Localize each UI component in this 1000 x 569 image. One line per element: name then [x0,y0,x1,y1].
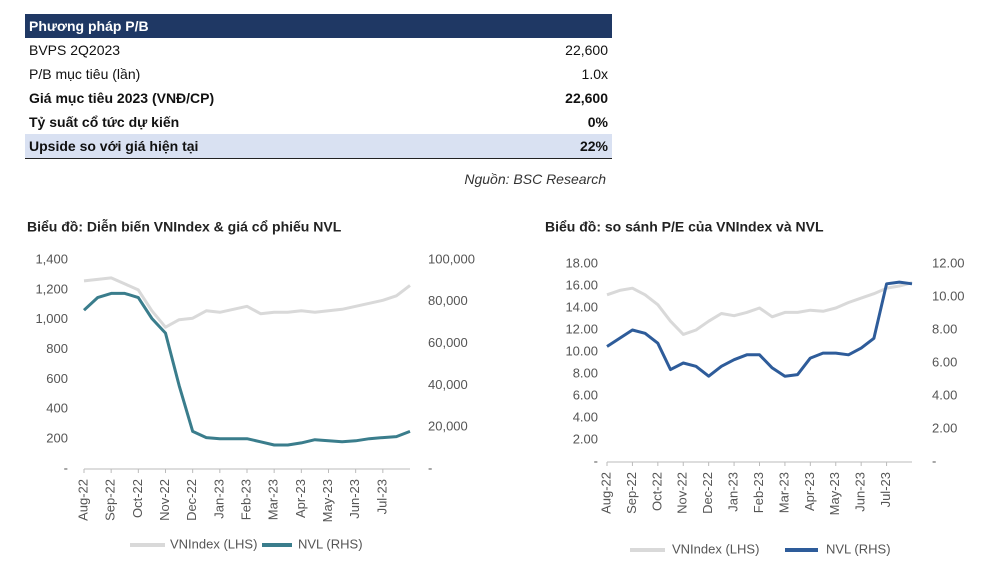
y2-tick-label: 40,000 [428,377,468,392]
x-tick-label: Apr-23 [293,479,308,518]
table-row: Tỷ suất cổ tức dự kiến 0% [25,110,612,134]
chart-title: Biểu đồ: so sánh P/E của VNIndex và NVL [545,219,824,235]
x-tick-label: Nov-22 [675,472,690,514]
x-tick-label: May-23 [827,472,842,515]
x-tick-label: Oct-22 [649,472,664,511]
x-tick-label: Feb-23 [751,472,766,513]
cell-value: 22,600 [565,42,608,58]
y2-tick-label: 8.00 [932,321,957,336]
series-line [83,276,411,329]
y2-tick-label: 12.00 [932,255,965,270]
x-tick-label: Jan-23 [211,479,226,519]
x-tick-label: Dec-22 [700,472,715,514]
y-tick-label: 4.00 [573,409,598,424]
valuation-table: Phương pháp P/B BVPS 2Q2023 22,600 P/B mục… [25,14,612,159]
x-tick-label: Oct-22 [130,479,145,518]
legend-label: NVL (RHS) [826,541,891,556]
y-tick-label: 1,200 [35,281,68,296]
table-row: BVPS 2Q2023 22,600 [25,38,612,62]
x-tick-label: Jun-23 [347,479,362,519]
series-line [606,280,913,378]
cell-label: Giá mục tiêu 2023 (VNĐ/CP) [29,90,215,106]
y-tick-label: 10.00 [565,343,598,358]
legend-label: VNIndex (LHS) [170,536,257,551]
y-tick-label: 14.00 [565,299,598,314]
cell-value: 22,600 [565,90,608,106]
y-tick-label: 6.00 [573,387,598,402]
y-tick-label: 16.00 [565,277,598,292]
x-tick-label: Jul-23 [374,479,389,514]
x-tick-label: Sep-22 [103,479,118,521]
x-tick-label: Aug-22 [75,479,90,521]
x-tick-label: Apr-23 [802,472,817,511]
y-tick-label: 1,400 [35,251,68,266]
table-row: Upside so với giá hiện tại 22% [25,134,612,159]
y2-tick-label: 20,000 [428,419,468,434]
y-tick-label: 1,000 [35,311,68,326]
chart-title: Biểu đồ: Diễn biến VNIndex & giá cổ phiế… [27,219,342,235]
cell-label: Upside so với giá hiện tại [29,138,199,154]
legend-label: VNIndex (LHS) [672,541,759,556]
table-row: P/B mục tiêu (lần) 1.0x [25,62,612,86]
y-tick-label: 600 [46,371,68,386]
series-line [606,281,913,336]
y-tick-label: 800 [46,341,68,356]
y2-tick-label: 80,000 [428,293,468,308]
x-tick-label: Mar-23 [776,472,791,513]
cell-label: Tỷ suất cổ tức dự kiến [29,114,180,130]
x-tick-label: Nov-22 [157,479,172,521]
x-tick-label: Aug-22 [598,472,613,514]
y-tick-label: 400 [46,401,68,416]
y2-tick-label: - [932,453,936,468]
y2-tick-label: 100,000 [428,251,475,266]
x-tick-label: Dec-22 [184,479,199,521]
x-tick-label: May-23 [320,479,335,522]
y-tick-label: 18.00 [565,255,598,270]
y-tick-label: 2.00 [573,431,598,446]
table-row: Giá mục tiêu 2023 (VNĐ/CP) 22,600 [25,86,612,110]
y2-tick-label: 60,000 [428,335,468,350]
x-tick-label: Sep-22 [624,472,639,514]
x-tick-label: Jul-23 [878,472,893,507]
x-tick-label: Mar-23 [266,479,281,520]
y2-tick-label: 6.00 [932,354,957,369]
source-note: Nguồn: BSC Research [464,171,606,187]
y2-tick-label: - [428,460,432,475]
y-tick-label: - [64,460,68,475]
y2-tick-label: 4.00 [932,387,957,402]
y-tick-label: - [594,453,598,468]
y-tick-label: 12.00 [565,321,598,336]
cell-label: BVPS 2Q2023 [29,42,121,58]
y-tick-label: 200 [46,431,68,446]
table-title: Phương pháp P/B [25,14,612,38]
legend-label: NVL (RHS) [298,536,363,551]
y2-tick-label: 10.00 [932,288,965,303]
series-line [82,291,411,447]
cell-value: 1.0x [581,66,608,82]
cell-label: P/B mục tiêu (lần) [29,66,141,82]
y-tick-label: 8.00 [573,365,598,380]
y2-tick-label: 2.00 [932,420,957,435]
x-tick-label: Jun-23 [853,472,868,512]
x-tick-label: Jan-23 [726,472,741,512]
cell-value: 0% [587,114,608,130]
x-tick-label: Feb-23 [238,479,253,520]
cell-value: 22% [579,138,608,154]
